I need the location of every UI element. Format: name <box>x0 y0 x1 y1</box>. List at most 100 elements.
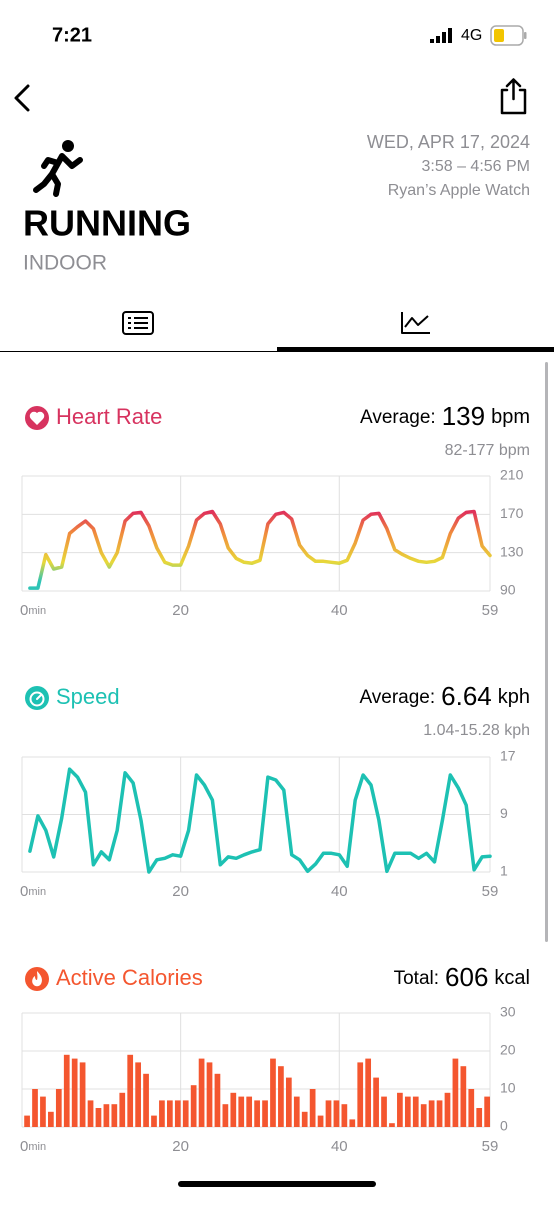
summary-value: 606 <box>445 962 488 992</box>
bar <box>484 1096 490 1127</box>
bar <box>167 1100 173 1127</box>
charts-tab[interactable] <box>401 312 430 334</box>
back-button[interactable] <box>14 84 30 112</box>
x-unit: min <box>28 886 46 898</box>
bar <box>262 1100 268 1127</box>
y-tick-label: 170 <box>500 505 524 521</box>
heart-icon <box>25 406 49 430</box>
summary-value: 6.64 <box>441 681 492 711</box>
x-tick-label: 40 <box>331 1138 348 1155</box>
chart-range: 1.04-15.28 kph <box>423 722 530 739</box>
bar <box>436 1100 443 1127</box>
bar <box>476 1108 483 1127</box>
bar <box>373 1077 379 1127</box>
y-tick-label: 130 <box>500 543 524 559</box>
chart-summary: Average: 6.64 kph <box>359 681 530 711</box>
bar <box>349 1119 356 1127</box>
bar <box>238 1096 245 1127</box>
x-tick-value: 0 <box>20 883 28 900</box>
workout-device: Ryan’s Apple Watch <box>388 182 530 199</box>
x-tick-value: 59 <box>482 883 499 900</box>
bar <box>198 1058 205 1127</box>
bar <box>174 1100 181 1127</box>
y-tick-label: 210 <box>500 467 524 483</box>
bar <box>48 1111 54 1127</box>
signal-icon <box>430 28 452 43</box>
bar <box>214 1073 221 1127</box>
x-tick-value: 59 <box>482 602 499 619</box>
bar <box>270 1058 276 1127</box>
x-tick-value: 59 <box>482 1138 499 1155</box>
flame-icon <box>25 967 49 991</box>
bar <box>278 1066 284 1127</box>
bar <box>293 1096 300 1127</box>
share-button[interactable] <box>500 78 527 115</box>
chart-summary: Total: 606 kcal <box>394 962 530 992</box>
bar <box>127 1054 134 1127</box>
bar <box>317 1115 324 1127</box>
bar <box>357 1062 364 1127</box>
speed-icon <box>25 686 49 710</box>
workout-date: WED, APR 17, 2024 <box>367 132 530 152</box>
workout-title: RUNNING <box>23 203 191 244</box>
bar <box>389 1123 395 1127</box>
summary-label: Average: <box>359 687 435 708</box>
x-tick-value: 40 <box>331 602 348 619</box>
bar <box>32 1089 38 1127</box>
bar <box>143 1073 149 1127</box>
y-tick-label: 20 <box>500 1042 516 1058</box>
home-indicator <box>178 1181 376 1187</box>
x-tick-value: 20 <box>172 1138 189 1155</box>
running-icon <box>33 140 83 197</box>
bar <box>333 1100 340 1127</box>
tab-indicator <box>277 347 554 352</box>
data-line <box>28 767 492 874</box>
y-tick-label: 17 <box>500 748 516 764</box>
bar <box>119 1092 126 1127</box>
scrollbar <box>545 362 548 942</box>
bar <box>325 1100 332 1127</box>
summary-unit: bpm <box>491 406 530 428</box>
y-tick-label: 10 <box>500 1080 516 1096</box>
x-tick-value: 0 <box>20 1138 28 1155</box>
bar <box>365 1058 372 1127</box>
workout-subtitle: INDOOR <box>23 252 107 275</box>
chart-title: Speed <box>56 684 120 709</box>
bar <box>341 1104 348 1127</box>
x-tick-value: 20 <box>172 883 189 900</box>
status-time: 7:21 <box>52 24 92 46</box>
x-tick-label: 0min <box>20 602 46 619</box>
bar <box>63 1054 70 1127</box>
x-tick-label: 59 <box>482 883 499 900</box>
x-tick-label: 20 <box>172 883 189 900</box>
x-tick-label: 0min <box>20 883 46 900</box>
x-tick-label: 20 <box>172 1138 189 1155</box>
x-tick-label: 20 <box>172 602 189 619</box>
x-tick-label: 0min <box>20 1138 46 1155</box>
bar <box>230 1092 237 1127</box>
bar <box>151 1115 157 1127</box>
x-tick-value: 40 <box>331 1138 348 1155</box>
chart-range: 82-177 bpm <box>445 442 530 459</box>
bar <box>404 1096 411 1127</box>
bar <box>246 1096 253 1127</box>
details-tab[interactable] <box>122 311 154 335</box>
y-tick-label: 1 <box>500 863 508 879</box>
bar <box>444 1092 451 1127</box>
bar <box>103 1104 110 1127</box>
x-unit: min <box>28 605 46 617</box>
chart-title: Active Calories <box>56 965 203 990</box>
summary-label: Total: <box>394 968 439 989</box>
bar <box>301 1111 308 1127</box>
bar <box>71 1058 78 1127</box>
x-tick-label: 59 <box>482 602 499 619</box>
bar <box>87 1100 94 1127</box>
bar <box>79 1062 86 1127</box>
x-tick-label: 40 <box>331 883 348 900</box>
bar <box>468 1089 475 1127</box>
y-tick-label: 30 <box>500 1004 516 1020</box>
bar <box>381 1096 387 1127</box>
bar <box>452 1058 459 1127</box>
